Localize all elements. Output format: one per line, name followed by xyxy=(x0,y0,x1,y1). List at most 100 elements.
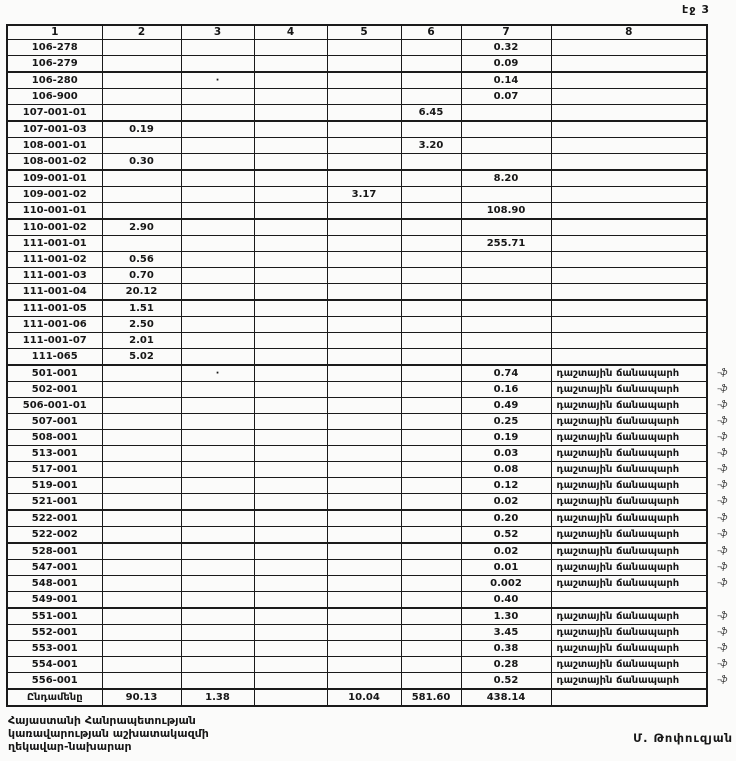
org-line: Հայաստանի Հանրապետության xyxy=(8,714,196,727)
land-use-cell xyxy=(550,316,708,333)
value-cell xyxy=(180,137,255,154)
land-use-cell: դաշտային ճանապարհ xyxy=(550,509,708,527)
value-cell xyxy=(326,88,402,105)
value-cell: 0.02 xyxy=(460,493,552,511)
table-row: 109-001-01 8.20 xyxy=(6,169,735,187)
value-cell xyxy=(326,461,402,478)
parcel-code-cell: 111-001-06 xyxy=(6,316,103,333)
land-use-cell xyxy=(550,591,708,609)
value-cell xyxy=(460,332,552,349)
value-cell: 0.52 xyxy=(460,526,552,544)
value-cell: 108.90 xyxy=(460,202,552,220)
land-use-cell: դաշտային ճանապարհ xyxy=(550,413,708,430)
value-cell xyxy=(326,267,402,284)
value-cell xyxy=(400,640,462,657)
handwritten-margin-mark xyxy=(707,40,735,56)
table-row: 110-001-02 2.90 xyxy=(6,218,735,236)
handwritten-margin-mark xyxy=(707,170,735,187)
value-cell xyxy=(326,299,402,317)
value-cell xyxy=(101,169,182,187)
handwritten-margin-mark xyxy=(707,268,735,284)
parcel-code-cell: 111-001-07 xyxy=(6,332,103,349)
value-cell xyxy=(400,559,462,576)
table-body: 106-278 0.32 106-279 0.09 106-280 · 0.14 106-90… xyxy=(6,39,735,707)
value-cell xyxy=(400,461,462,478)
value-cell xyxy=(253,120,328,138)
table-row: 519-001 0.12 դաշտային ճանապարհ -ֆ xyxy=(6,477,735,494)
value-cell xyxy=(180,169,255,187)
value-cell xyxy=(460,186,552,203)
column-header: 6 xyxy=(400,24,462,40)
land-use-cell xyxy=(550,71,708,89)
parcel-code-cell: 110-001-02 xyxy=(6,218,103,236)
value-cell xyxy=(460,348,552,366)
value-cell: 581.60 xyxy=(400,688,462,707)
land-use-cell: դաշտային ճանապարհ xyxy=(550,624,708,641)
handwritten-margin-mark: -ֆ xyxy=(717,464,728,474)
land-use-cell xyxy=(550,55,708,73)
column-header: 1 xyxy=(6,24,103,40)
value-cell xyxy=(253,413,328,430)
value-cell xyxy=(253,251,328,268)
value-cell xyxy=(253,640,328,657)
land-use-cell: դաշտային ճանապարհ xyxy=(550,461,708,478)
value-cell xyxy=(253,461,328,478)
value-cell: 0.25 xyxy=(460,413,552,430)
land-use-cell xyxy=(550,153,708,171)
value-cell xyxy=(400,120,462,138)
value-cell xyxy=(400,71,462,89)
table-row: 556-001 0.52 դաշտային ճանապարհ -ֆ xyxy=(6,672,735,690)
value-cell xyxy=(400,607,462,625)
value-cell xyxy=(253,104,328,122)
value-cell xyxy=(101,235,182,252)
parcel-code-cell: 111-001-02 xyxy=(6,251,103,268)
value-cell xyxy=(460,153,552,171)
value-cell xyxy=(253,202,328,220)
value-cell xyxy=(180,493,255,511)
value-cell xyxy=(180,218,255,236)
value-cell xyxy=(101,39,182,56)
parcel-code-cell: 519-001 xyxy=(6,477,103,494)
value-cell xyxy=(326,348,402,366)
value-cell xyxy=(253,267,328,284)
table-row: 109-001-02 3.17 xyxy=(6,186,735,203)
land-use-cell xyxy=(550,283,708,301)
value-cell xyxy=(101,202,182,220)
table-row: 552-001 3.45 դաշտային ճանապարհ -ֆ xyxy=(6,624,735,641)
value-cell xyxy=(253,607,328,625)
parcel-code-cell: 522-001 xyxy=(6,509,103,527)
value-cell xyxy=(460,104,552,122)
value-cell xyxy=(326,526,402,544)
parcel-code-cell: 517-001 xyxy=(6,461,103,478)
value-cell xyxy=(400,413,462,430)
table-row: 111-001-01 255.71 xyxy=(6,235,735,252)
value-cell xyxy=(101,640,182,657)
column-header: 2 xyxy=(101,24,182,40)
handwritten-margin-mark xyxy=(707,300,735,317)
value-cell xyxy=(180,251,255,268)
handwritten-margin-mark xyxy=(707,219,735,236)
parcel-code-cell: 513-001 xyxy=(6,445,103,462)
value-cell: 0.32 xyxy=(460,39,552,56)
value-cell xyxy=(400,39,462,56)
parcel-code-cell: 553-001 xyxy=(6,640,103,657)
value-cell xyxy=(400,251,462,268)
value-cell: 0.49 xyxy=(460,397,552,414)
value-cell xyxy=(180,120,255,138)
value-cell xyxy=(460,267,552,284)
value-cell xyxy=(180,542,255,560)
value-cell xyxy=(253,493,328,511)
handwritten-margin-mark xyxy=(707,689,735,706)
value-cell xyxy=(326,55,402,73)
value-cell xyxy=(400,381,462,398)
value-cell xyxy=(101,607,182,625)
value-cell xyxy=(253,445,328,462)
handwritten-margin-mark xyxy=(707,592,735,609)
value-cell: 0.14 xyxy=(460,71,552,89)
handwritten-margin-mark: -ֆ xyxy=(717,578,728,588)
handwritten-margin-mark xyxy=(707,333,735,349)
land-use-cell xyxy=(550,169,708,187)
value-cell xyxy=(253,186,328,203)
handwritten-margin-mark xyxy=(707,203,735,220)
value-cell xyxy=(180,88,255,105)
